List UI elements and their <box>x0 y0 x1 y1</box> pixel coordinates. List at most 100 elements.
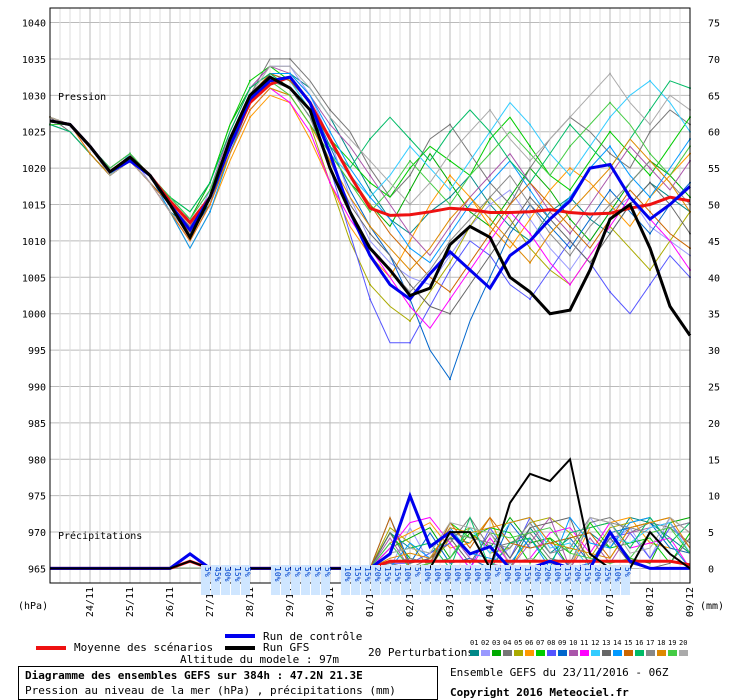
perturbation-point <box>329 123 331 126</box>
perturbation-point <box>169 210 171 213</box>
perturbation-point <box>569 188 571 191</box>
perturbation-number: 09 <box>558 639 566 647</box>
precip-probability-label: 10% <box>273 567 282 582</box>
perturbation-point <box>249 87 251 90</box>
perturbation-point <box>449 269 451 272</box>
perturbation-point <box>449 123 451 126</box>
perturbation-point <box>409 269 411 272</box>
left-tick-label: 965 <box>28 564 46 575</box>
perturbation-number: 16 <box>635 639 643 647</box>
precip-probability-label: 15% <box>523 567 532 582</box>
perturbation-point <box>649 283 651 286</box>
precip-probability-bg <box>491 565 500 595</box>
perturbation-point <box>489 181 491 184</box>
perturbation-point <box>449 174 451 177</box>
perturbation-point <box>649 196 651 199</box>
left-tick-label: 1005 <box>22 273 46 284</box>
precip-probability-label: 25% <box>603 567 612 582</box>
right-tick-label: 65 <box>708 91 720 102</box>
precip-probability-label: 10% <box>463 567 472 582</box>
precip-probability-bg <box>521 565 530 595</box>
precip-probability-bg <box>241 565 250 595</box>
perturbation-point <box>409 232 411 235</box>
precip-probability-label: 15% <box>353 567 362 582</box>
perturbation-number: 19 <box>668 639 676 647</box>
perturbation-point <box>409 203 411 206</box>
precip-probability-bg <box>201 565 210 595</box>
perturbation-point <box>649 167 651 170</box>
perturbation-point <box>609 72 611 75</box>
left-tick-label: 1035 <box>22 55 46 66</box>
precip-probability-bg <box>351 565 360 595</box>
precip-probability-bg <box>461 565 470 595</box>
perturbation-point <box>409 254 411 257</box>
perturbation-point <box>369 196 371 199</box>
copyright: Copyright 2016 Meteociel.fr <box>450 686 629 699</box>
perturbation-number: 17 <box>646 639 654 647</box>
perturbation-point <box>529 167 531 170</box>
precip-probability-label: 10% <box>343 567 352 582</box>
perturbation-point <box>529 232 531 235</box>
precip-probability-label: 20% <box>543 567 552 582</box>
precip-probability-label: 5% <box>243 567 252 577</box>
altitude-label: Altitude du modele : 97m <box>180 653 339 666</box>
right-tick-label: 60 <box>708 128 720 139</box>
precip-probability-label: 15% <box>383 567 392 582</box>
perturbation-point <box>569 247 571 250</box>
perturbation-point <box>289 101 291 104</box>
x-tick-label: 28/11 <box>245 587 256 617</box>
perturbation-point <box>529 188 531 191</box>
precip-probability-label: 15% <box>233 567 242 582</box>
perturbation-point <box>529 152 531 155</box>
perturbation-number: 18 <box>657 639 665 647</box>
perturbation-point <box>489 203 491 206</box>
precip-probability-bg <box>471 565 480 595</box>
perturbation-point <box>649 269 651 272</box>
perturbation-swatch <box>657 650 666 656</box>
perturbation-point <box>649 181 651 184</box>
perturbation-point <box>209 203 211 206</box>
perturbation-point <box>569 254 571 257</box>
perturbation-point <box>409 167 411 170</box>
perturbation-point <box>529 261 531 264</box>
x-tick-label: 29/11 <box>285 587 296 617</box>
perturbation-number: 04 <box>503 639 511 647</box>
perturbation-point <box>329 130 331 133</box>
perturbation-swatch <box>525 650 534 656</box>
perturbation-number: 20 <box>679 639 687 647</box>
precip-probability-label: 15% <box>393 567 402 582</box>
footer-title-box: Diagramme des ensembles GEFS sur 384h : … <box>18 666 438 700</box>
perturbation-point <box>609 145 611 148</box>
perturbation-point <box>569 174 571 177</box>
x-tick-label: 09/12 <box>685 587 696 617</box>
perturbation-swatch <box>470 650 479 656</box>
perturbation-point <box>529 196 531 199</box>
perturbation-point <box>369 232 371 235</box>
perturbation-swatch <box>646 650 655 656</box>
perturbation-point <box>329 116 331 119</box>
precip-series-label: Précipitations <box>58 530 142 542</box>
perturbation-point <box>649 174 651 177</box>
perturbation-point <box>529 159 531 162</box>
perturbation-point <box>649 225 651 228</box>
perturbation-point <box>609 203 611 206</box>
x-tick-label: 25/11 <box>125 587 136 617</box>
left-tick-label: 1015 <box>22 201 46 212</box>
perturbation-swatch <box>624 650 633 656</box>
perturbation-point <box>409 188 411 191</box>
precip-probability-bg <box>531 565 540 595</box>
x-tick-label: 08/12 <box>645 587 656 617</box>
perturbation-point <box>569 225 571 228</box>
perturbation-point <box>329 181 331 184</box>
precip-probability-bg <box>541 565 550 595</box>
precip-probability-bg <box>481 565 490 595</box>
perturbation-point <box>409 276 411 279</box>
perturbation-point <box>169 196 171 199</box>
perturbation-point <box>569 283 571 286</box>
perturbation-number: 03 <box>492 639 500 647</box>
precip-probability-label: 5% <box>203 567 212 577</box>
right-tick-label: 75 <box>708 19 720 30</box>
right-tick-label: 55 <box>708 164 720 175</box>
perturbation-number: 07 <box>536 639 544 647</box>
